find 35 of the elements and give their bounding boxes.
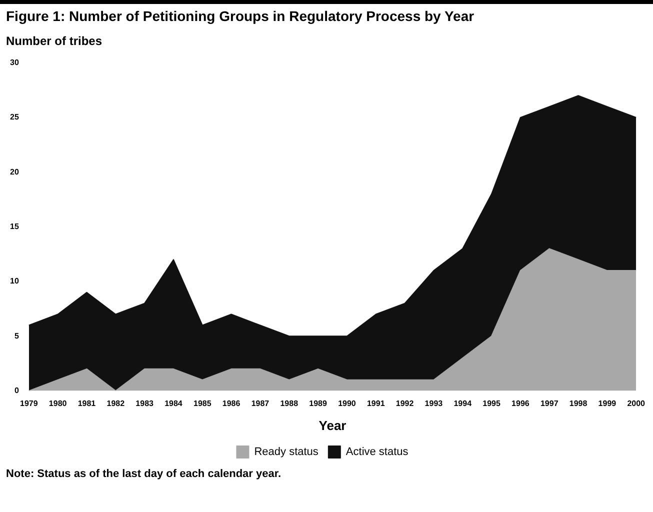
y-tick-label: 30 xyxy=(10,58,20,68)
x-tick-label: 1985 xyxy=(193,398,212,408)
y-tick-label: 20 xyxy=(10,167,20,176)
y-tick-label: 15 xyxy=(10,222,20,232)
x-tick-label: 1983 xyxy=(136,398,154,408)
legend-label: Ready status xyxy=(254,446,319,458)
x-tick-label: 1982 xyxy=(106,398,126,408)
x-tick-label: 1998 xyxy=(569,398,588,408)
x-tick-label: 1979 xyxy=(20,398,38,408)
x-tick-label: 1980 xyxy=(48,398,68,408)
text: Note: Status as of the last day of each calendar year. xyxy=(5,468,282,480)
chart-title: Figure 1: Number of Petitioning Groups in Regulatory Process by Year xyxy=(5,7,476,24)
y-tick-label: 25 xyxy=(10,112,20,122)
x-tick-label: 2000 xyxy=(627,398,646,408)
x-tick-label: 1984 xyxy=(164,398,183,408)
x-tick-label: 1987 xyxy=(251,398,270,408)
x-tick-label: 1993 xyxy=(424,398,444,408)
x-tick-label: 1991 xyxy=(366,398,386,408)
x-axis-title: Year xyxy=(318,418,346,433)
x-tick-label: 1988 xyxy=(280,398,299,408)
y-tick-label: 10 xyxy=(10,276,20,286)
x-tick-label: 1997 xyxy=(540,398,559,408)
x-tick-label: 1990 xyxy=(338,398,356,408)
legend-label: Active status xyxy=(346,446,409,458)
x-tick-label: 1995 xyxy=(482,398,501,408)
x-tick-label: 1994 xyxy=(454,398,472,408)
x-tick-label: 1999 xyxy=(598,398,617,408)
x-tick-label: 1981 xyxy=(78,398,96,408)
y-tick-label: 0 xyxy=(14,386,20,396)
y-tick-label: 5 xyxy=(14,331,20,340)
x-tick-label: 1986 xyxy=(222,398,241,408)
x-tick-label: 1992 xyxy=(396,398,414,408)
x-tick-label: 1989 xyxy=(309,398,328,408)
x-tick-label: 1996 xyxy=(512,398,530,408)
y-axis-title: Number of tribes xyxy=(5,33,104,48)
